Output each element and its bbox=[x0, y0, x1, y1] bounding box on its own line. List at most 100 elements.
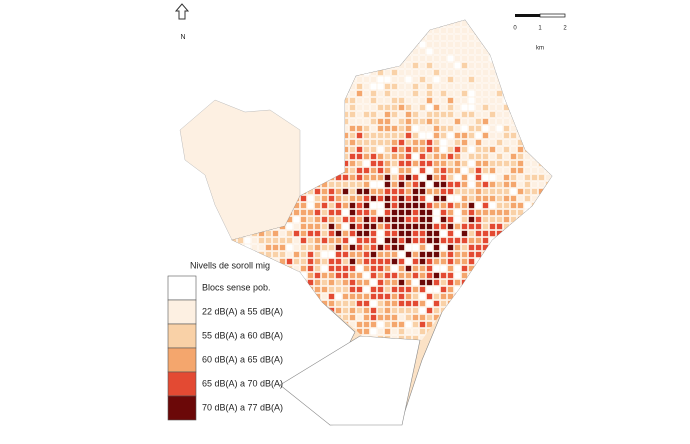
block bbox=[314, 307, 321, 314]
block bbox=[300, 258, 307, 265]
block bbox=[455, 343, 461, 349]
block bbox=[335, 160, 342, 167]
block bbox=[300, 209, 307, 216]
block bbox=[447, 244, 454, 251]
block bbox=[335, 216, 342, 223]
block bbox=[531, 111, 538, 118]
block bbox=[461, 272, 468, 279]
block bbox=[335, 34, 342, 41]
block bbox=[405, 153, 412, 160]
block bbox=[468, 76, 475, 83]
block bbox=[553, 77, 559, 83]
block bbox=[475, 125, 482, 132]
block bbox=[434, 343, 440, 349]
block bbox=[232, 90, 237, 97]
block bbox=[342, 328, 349, 335]
block bbox=[531, 265, 538, 272]
block bbox=[384, 139, 391, 146]
block bbox=[370, 55, 377, 62]
block bbox=[553, 203, 559, 209]
block bbox=[531, 328, 538, 335]
block bbox=[321, 251, 328, 258]
block bbox=[349, 97, 356, 104]
block bbox=[454, 83, 461, 90]
block bbox=[328, 328, 335, 335]
block bbox=[419, 139, 426, 146]
block bbox=[454, 251, 461, 258]
block bbox=[391, 174, 398, 181]
block bbox=[384, 132, 391, 139]
block bbox=[496, 69, 503, 76]
block bbox=[307, 223, 314, 230]
block bbox=[384, 146, 391, 153]
block bbox=[363, 321, 370, 328]
block bbox=[524, 286, 531, 293]
block bbox=[307, 209, 314, 216]
block bbox=[426, 272, 433, 279]
block bbox=[531, 251, 538, 258]
block bbox=[314, 174, 321, 181]
block bbox=[524, 272, 531, 279]
block bbox=[468, 314, 475, 321]
block bbox=[412, 69, 419, 76]
block bbox=[419, 160, 426, 167]
block bbox=[545, 153, 552, 160]
block bbox=[293, 237, 300, 244]
block bbox=[349, 104, 356, 111]
block bbox=[293, 314, 300, 321]
block bbox=[553, 189, 559, 195]
block bbox=[482, 55, 489, 62]
block bbox=[398, 251, 405, 258]
block bbox=[496, 90, 503, 97]
block bbox=[433, 104, 440, 111]
block bbox=[356, 188, 363, 195]
block bbox=[335, 209, 342, 216]
block bbox=[245, 343, 251, 349]
block bbox=[377, 279, 384, 286]
block bbox=[286, 279, 293, 286]
block bbox=[335, 188, 342, 195]
block bbox=[265, 237, 272, 244]
block bbox=[363, 90, 370, 97]
block bbox=[398, 27, 405, 34]
block bbox=[496, 307, 503, 314]
block bbox=[419, 34, 426, 41]
block bbox=[321, 188, 328, 195]
block bbox=[300, 279, 307, 286]
block bbox=[314, 258, 321, 265]
block bbox=[454, 62, 461, 69]
block bbox=[433, 293, 440, 300]
block bbox=[307, 237, 314, 244]
block bbox=[335, 118, 342, 125]
block bbox=[398, 209, 405, 216]
block bbox=[314, 167, 321, 174]
block bbox=[314, 146, 321, 153]
block bbox=[517, 125, 524, 132]
block bbox=[370, 223, 377, 230]
block bbox=[447, 195, 454, 202]
block bbox=[237, 293, 244, 300]
block bbox=[405, 125, 412, 132]
block bbox=[377, 202, 384, 209]
block bbox=[524, 258, 531, 265]
block bbox=[279, 48, 286, 55]
block bbox=[482, 153, 489, 160]
block bbox=[503, 111, 510, 118]
block bbox=[356, 209, 363, 216]
block bbox=[232, 321, 237, 328]
block bbox=[433, 188, 440, 195]
block bbox=[251, 27, 258, 34]
legend-label: Blocs sense pob. bbox=[202, 282, 271, 292]
block bbox=[412, 76, 419, 83]
block bbox=[258, 97, 265, 104]
block bbox=[349, 69, 356, 76]
block bbox=[391, 237, 398, 244]
block bbox=[447, 202, 454, 209]
block bbox=[328, 286, 335, 293]
block bbox=[440, 27, 447, 34]
legend-label: 60 dB(A) a 65 dB(A) bbox=[202, 354, 283, 364]
block bbox=[300, 48, 307, 55]
block bbox=[517, 307, 524, 314]
block bbox=[426, 181, 433, 188]
block bbox=[545, 132, 552, 139]
